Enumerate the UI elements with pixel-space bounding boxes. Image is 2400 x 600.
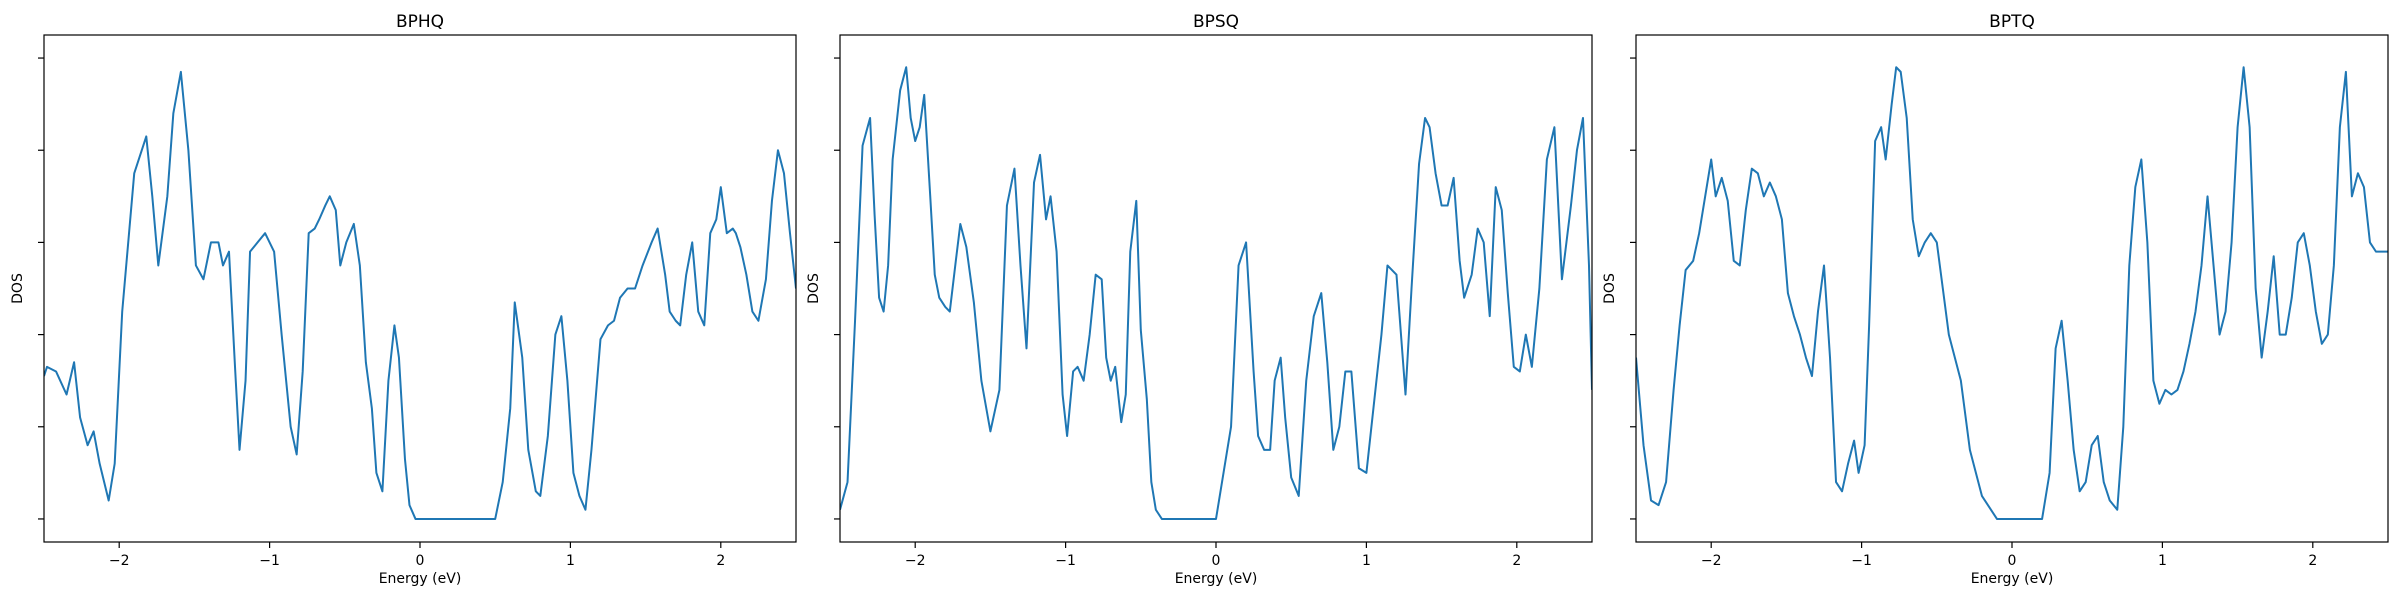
x-axis-label: Energy (eV)	[379, 571, 462, 587]
x-tick-label: −1	[1851, 553, 1872, 569]
x-tick-label: 0	[416, 553, 425, 569]
chart-title: BPSQ	[1193, 12, 1239, 32]
x-tick-label: 1	[566, 553, 575, 569]
x-tick-label: 2	[716, 553, 725, 569]
x-tick-label: 0	[2008, 553, 2017, 569]
x-axis-label: Energy (eV)	[1175, 571, 1258, 587]
x-tick-label: −2	[905, 553, 926, 569]
dos-series-line	[44, 70, 796, 520]
x-tick-label: −2	[1701, 553, 1722, 569]
x-tick-label: 2	[2308, 553, 2317, 569]
y-axis-label: DOS	[806, 273, 822, 304]
chart-title: BPHQ	[396, 12, 444, 32]
y-axis-label: DOS	[1602, 273, 1618, 304]
x-tick-label: 2	[1512, 553, 1521, 569]
x-tick-label: −1	[259, 553, 280, 569]
dos-series-line	[840, 66, 1592, 520]
dos-series-line	[1636, 66, 2388, 520]
x-tick-label: −1	[1055, 553, 1076, 569]
x-tick-label: 1	[2158, 553, 2167, 569]
plot-frame	[43, 34, 797, 543]
x-tick-label: 0	[1212, 553, 1221, 569]
chart-panel-1: −2 −1 0 1 2 BPHQ Energy (eV) DOS	[10, 12, 797, 587]
chart-panel-3: −2 −1 0 1 2 BPTQ Energy (eV) DOS	[1602, 12, 2389, 587]
x-tick-label: 1	[1362, 553, 1371, 569]
chart-title: BPTQ	[1989, 12, 2035, 32]
x-axis-label: Energy (eV)	[1971, 571, 2054, 587]
chart-panel-2: −2 −1 0 1 2 BPSQ Energy (eV) DOS	[806, 12, 1593, 587]
y-axis-label: DOS	[10, 273, 26, 304]
x-tick-label: −2	[109, 553, 130, 569]
